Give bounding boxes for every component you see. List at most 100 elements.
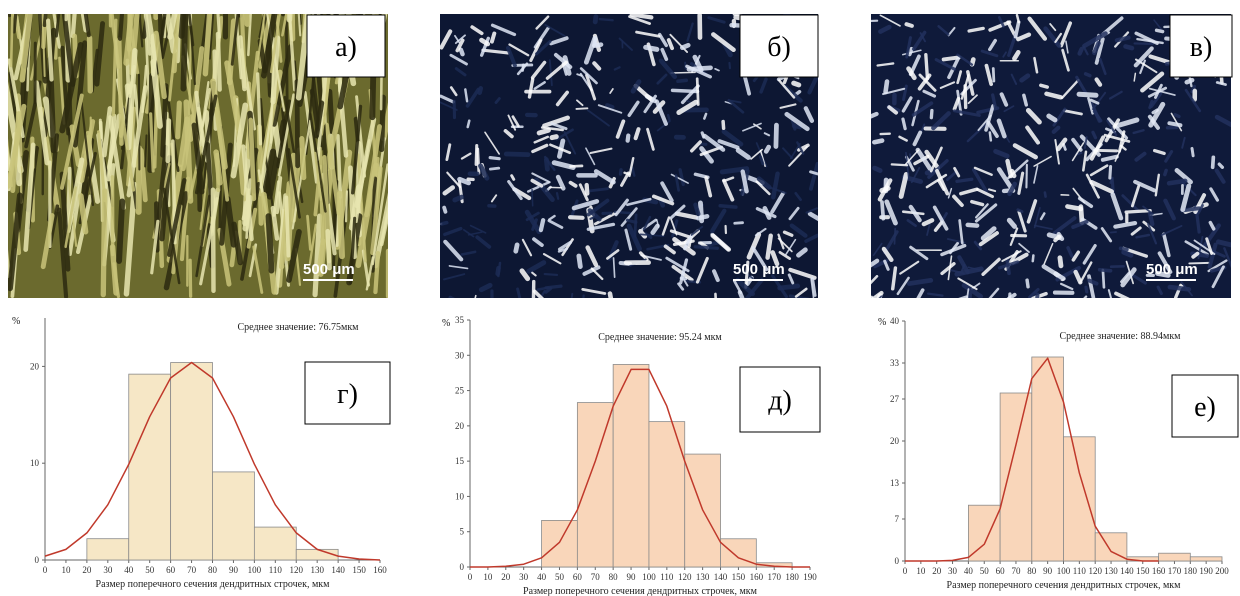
x-tick-label: 40 bbox=[964, 566, 974, 576]
streak bbox=[474, 294, 477, 298]
streak bbox=[440, 94, 455, 104]
histogram: 0 7 13 20 27 33 40 0 10 20 30 40 50 60 70 80 90 100 110 120… bbox=[878, 316, 1239, 591]
streak bbox=[631, 166, 636, 177]
y-tick-label: 33 bbox=[890, 358, 900, 368]
streak bbox=[1191, 251, 1200, 259]
y-tick-label: 0 bbox=[35, 555, 40, 565]
streak bbox=[230, 14, 240, 66]
panel-label-box bbox=[1169, 14, 1233, 78]
streak bbox=[1025, 278, 1030, 289]
streak bbox=[1051, 125, 1061, 134]
streak bbox=[656, 120, 671, 132]
streak bbox=[695, 256, 709, 284]
streak bbox=[804, 233, 818, 243]
streak bbox=[369, 69, 377, 121]
bar bbox=[212, 471, 255, 561]
streak bbox=[454, 67, 467, 77]
streak bbox=[313, 151, 322, 201]
streak bbox=[440, 101, 458, 111]
streak bbox=[526, 260, 547, 274]
x-tick-label: 30 bbox=[103, 565, 113, 575]
streak bbox=[567, 215, 585, 220]
streak bbox=[23, 142, 36, 252]
streak bbox=[344, 190, 349, 223]
streak bbox=[961, 283, 984, 298]
streak bbox=[1154, 28, 1165, 34]
streak bbox=[976, 187, 994, 199]
streak bbox=[699, 146, 714, 164]
streak bbox=[1017, 210, 1027, 233]
y-tick-label: 30 bbox=[455, 350, 465, 360]
streak bbox=[543, 272, 559, 277]
streak bbox=[1147, 222, 1158, 245]
streak bbox=[658, 58, 678, 79]
streak bbox=[763, 144, 772, 154]
streak bbox=[234, 14, 243, 80]
streak bbox=[901, 49, 922, 56]
streak bbox=[490, 23, 517, 37]
streak bbox=[542, 115, 570, 128]
streak bbox=[883, 79, 890, 95]
streak bbox=[755, 207, 777, 219]
streak bbox=[1097, 267, 1113, 273]
streak bbox=[42, 14, 48, 28]
streak bbox=[710, 233, 732, 252]
streak bbox=[927, 292, 944, 297]
streak bbox=[693, 202, 701, 217]
streak bbox=[34, 80, 50, 166]
streak bbox=[1155, 270, 1171, 278]
streak bbox=[871, 19, 879, 23]
streak bbox=[187, 14, 195, 47]
streak bbox=[779, 103, 797, 109]
streak bbox=[272, 180, 280, 217]
x-tick-label: 20 bbox=[932, 566, 942, 576]
streak bbox=[680, 84, 700, 105]
streak bbox=[458, 47, 465, 57]
streak bbox=[883, 230, 899, 255]
micrograph: 500 μm в) bbox=[871, 14, 1233, 298]
streak bbox=[563, 130, 577, 155]
streak bbox=[150, 219, 160, 275]
streak bbox=[598, 17, 614, 22]
streak bbox=[773, 122, 779, 149]
streak bbox=[628, 156, 635, 178]
streak bbox=[1065, 204, 1084, 212]
streak bbox=[1089, 98, 1100, 105]
streak bbox=[72, 40, 88, 148]
streak bbox=[991, 67, 996, 83]
streak bbox=[742, 122, 762, 132]
streak bbox=[807, 74, 818, 95]
streak bbox=[9, 14, 14, 68]
streak bbox=[1133, 46, 1154, 68]
streak bbox=[469, 224, 487, 234]
x-tick-label: 190 bbox=[803, 572, 817, 582]
streak bbox=[669, 204, 686, 220]
streak bbox=[1223, 247, 1231, 268]
streak bbox=[1059, 21, 1073, 48]
streak bbox=[967, 266, 982, 271]
streak bbox=[721, 119, 726, 131]
streak bbox=[535, 15, 550, 30]
streak bbox=[810, 278, 815, 298]
streak bbox=[1066, 246, 1074, 258]
streak bbox=[663, 244, 676, 255]
streak bbox=[1082, 31, 1108, 49]
histogram: 0 5 10 15 20 25 30 35 0 10 20 30 40 50 60 70 80 90 100 110 1… bbox=[442, 315, 821, 596]
streak bbox=[633, 127, 641, 141]
streak bbox=[1006, 292, 1017, 298]
streak bbox=[1062, 109, 1083, 116]
streak bbox=[784, 238, 797, 256]
y-axis-label: % bbox=[442, 318, 450, 329]
streak bbox=[313, 100, 325, 139]
panel-label-box bbox=[739, 14, 819, 78]
streak bbox=[1018, 242, 1030, 253]
streak bbox=[702, 133, 726, 152]
x-tick-label: 160 bbox=[373, 565, 387, 575]
streak bbox=[224, 60, 242, 132]
streak bbox=[744, 260, 750, 289]
streak bbox=[527, 77, 535, 99]
x-tick-label: 0 bbox=[468, 572, 473, 582]
streak bbox=[306, 214, 312, 251]
streak bbox=[575, 107, 589, 110]
streak bbox=[448, 295, 456, 298]
